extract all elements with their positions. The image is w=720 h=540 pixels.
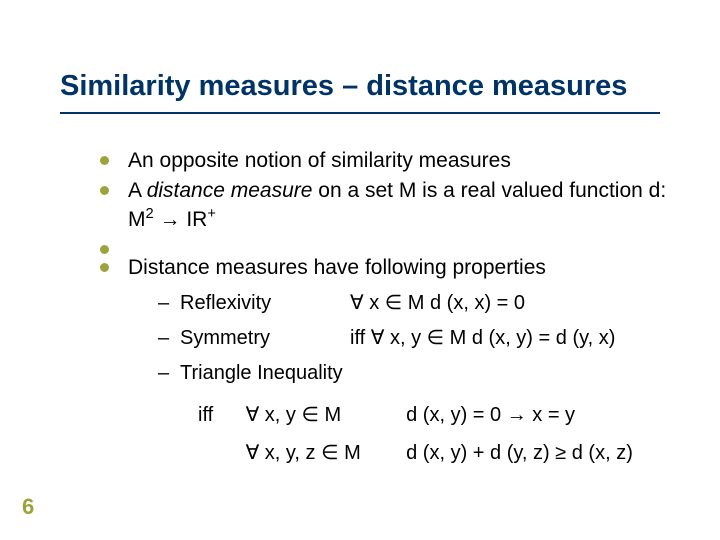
sub-symmetry: Symmetry iff ∀ x, y ∈ M d (x, y) = d (y,…	[158, 326, 690, 351]
b2-sup2: +	[207, 206, 216, 222]
refl-cond: ∀ x ∈ M d (x, x) = 0	[350, 291, 690, 316]
iff-block: iff ∀ x, y ∈ M d (x, y) = 0 → x = y ∀ x,…	[198, 396, 690, 472]
b2-sup: 2	[146, 206, 154, 222]
refl-name: Reflexivity	[180, 291, 350, 316]
iff-rhs-1: d (x, y) = 0 → x = y	[406, 396, 575, 434]
slide-number: 6	[22, 494, 34, 520]
b2-pre: A	[128, 179, 147, 202]
bullet-text-1: An opposite notion of similarity measure…	[128, 149, 511, 172]
iff-line-2: ∀ x, y, z ∈ M d (x, y) + d (y, z) ≥ d (x…	[198, 434, 690, 472]
iff-line-1: iff ∀ x, y ∈ M d (x, y) = 0 → x = y	[198, 396, 690, 434]
sub-triangle: Triangle Inequality	[158, 361, 690, 386]
b2-arrow: → IR	[154, 208, 208, 231]
symm-name: Symmetry	[180, 326, 350, 351]
symm-cond: iff ∀ x, y ∈ M d (x, y) = d (y, x)	[350, 326, 690, 351]
sub-list: Reflexivity ∀ x ∈ M d (x, x) = 0 Symmetr…	[128, 291, 690, 386]
tri-name: Triangle Inequality	[180, 362, 343, 384]
b2-em: distance measure	[147, 179, 313, 202]
iff-quant-2: ∀ x, y, z ∈ M	[246, 434, 401, 472]
iff-quant-1: ∀ x, y ∈ M	[246, 396, 401, 434]
bullet-text-3: Distance measures have following propert…	[128, 256, 546, 279]
title-underline	[60, 112, 660, 114]
spacer	[100, 237, 690, 255]
bullet-item-1: An opposite notion of similarity measure…	[100, 148, 690, 174]
slide: Similarity measures – distance measures …	[0, 0, 720, 540]
bullet-list: An opposite notion of similarity measure…	[100, 148, 690, 472]
bullet-item-3: Distance measures have following propert…	[100, 255, 690, 472]
slide-title: Similarity measures – distance measures	[60, 70, 627, 103]
iff-keyword: iff	[198, 396, 240, 434]
slide-body: An opposite notion of similarity measure…	[100, 148, 690, 476]
iff-rhs-2: d (x, y) + d (y, z) ≥ d (x, z)	[406, 434, 633, 472]
sub-reflexivity: Reflexivity ∀ x ∈ M d (x, x) = 0	[158, 291, 690, 316]
bullet-item-2: A distance measure on a set M is a real …	[100, 178, 690, 233]
